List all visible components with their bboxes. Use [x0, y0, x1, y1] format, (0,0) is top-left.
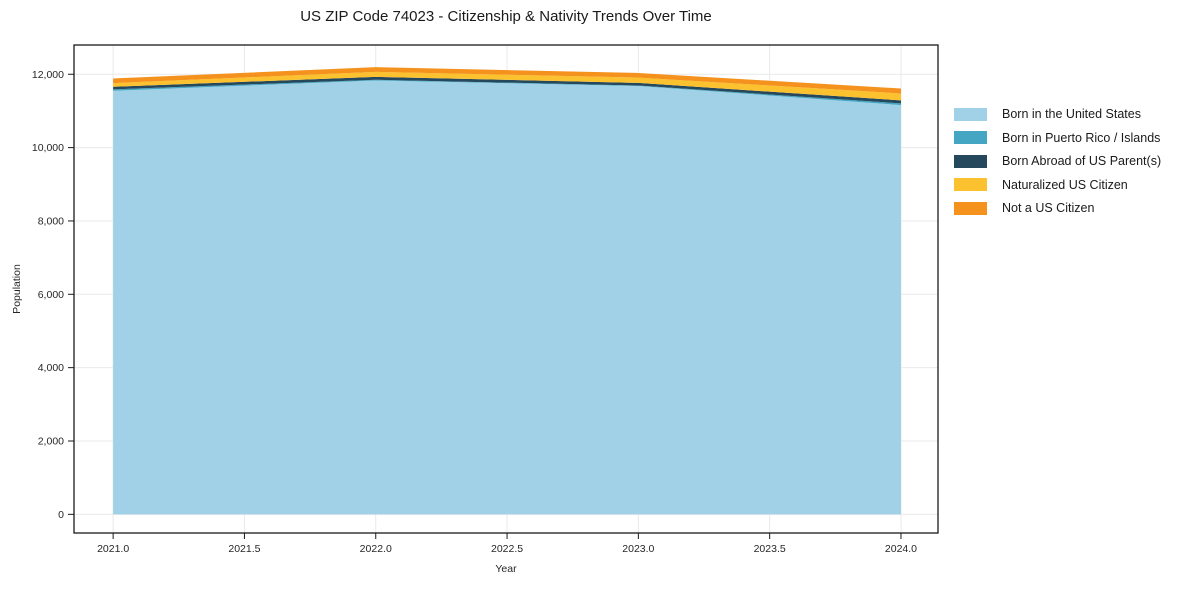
legend-label: Born in the United States	[1002, 107, 1141, 121]
legend-item-born-abroad-of-us-parent-s: Born Abroad of US Parent(s)	[954, 154, 1161, 168]
y-tick-label: 0	[58, 509, 64, 521]
y-axis-label: Population	[11, 264, 23, 314]
y-tick-label: 4,000	[38, 362, 64, 374]
legend-label: Naturalized US Citizen	[1002, 177, 1128, 192]
legend-swatch	[954, 178, 987, 191]
legend-swatch	[954, 154, 987, 168]
legend-label: Born Abroad of US Parent(s)	[1002, 154, 1162, 168]
legend-item-born-in-the-united-states: Born in the United States	[954, 107, 1161, 121]
legend-label: Born in Puerto Rico / Islands	[1002, 130, 1161, 145]
x-tick-label: 2021.5	[228, 543, 260, 555]
area-naturalized-us-citizen	[113, 71, 901, 101]
x-tick-label: 2022.0	[360, 543, 392, 555]
y-tick-label: 10,000	[32, 142, 64, 154]
y-tick-label: 2,000	[38, 435, 64, 447]
legend-item-naturalized-us-citizen: Naturalized US Citizen	[954, 178, 1161, 192]
legend-swatch	[954, 107, 987, 121]
tick-marks	[68, 73, 902, 539]
axes-frame	[73, 44, 939, 534]
legend-label: Not a US Citizen	[1002, 201, 1095, 215]
y-tick-label: 6,000	[38, 289, 64, 301]
y-tick-label: 8,000	[38, 215, 64, 227]
x-tick-label: 2023.0	[622, 543, 654, 555]
x-tick-label: 2021.0	[97, 543, 129, 555]
y-tick-label: 12,000	[32, 69, 64, 81]
legend-swatch	[954, 201, 987, 215]
legend-item-born-in-puerto-rico-islands: Born in Puerto Rico / Islands	[954, 131, 1161, 145]
area-not-a-us-citizen	[113, 67, 901, 94]
x-tick-label: 2024.0	[885, 543, 917, 555]
x-tick-label: 2023.5	[754, 543, 786, 555]
area-born-abroad-of-us-parent-s	[113, 76, 901, 104]
legend: Born in the United States Born in Puerto …	[954, 107, 1161, 215]
area-born-in-the-united-states	[113, 80, 901, 515]
chart-title: US ZIP Code 74023 - Citizenship & Nativi…	[300, 8, 712, 25]
x-axis-label: Year	[495, 563, 517, 575]
legend-swatch	[954, 131, 987, 144]
x-tick-label: 2022.5	[491, 543, 523, 555]
legend-item-not-a-us-citizen: Not a US Citizen	[954, 201, 1161, 215]
